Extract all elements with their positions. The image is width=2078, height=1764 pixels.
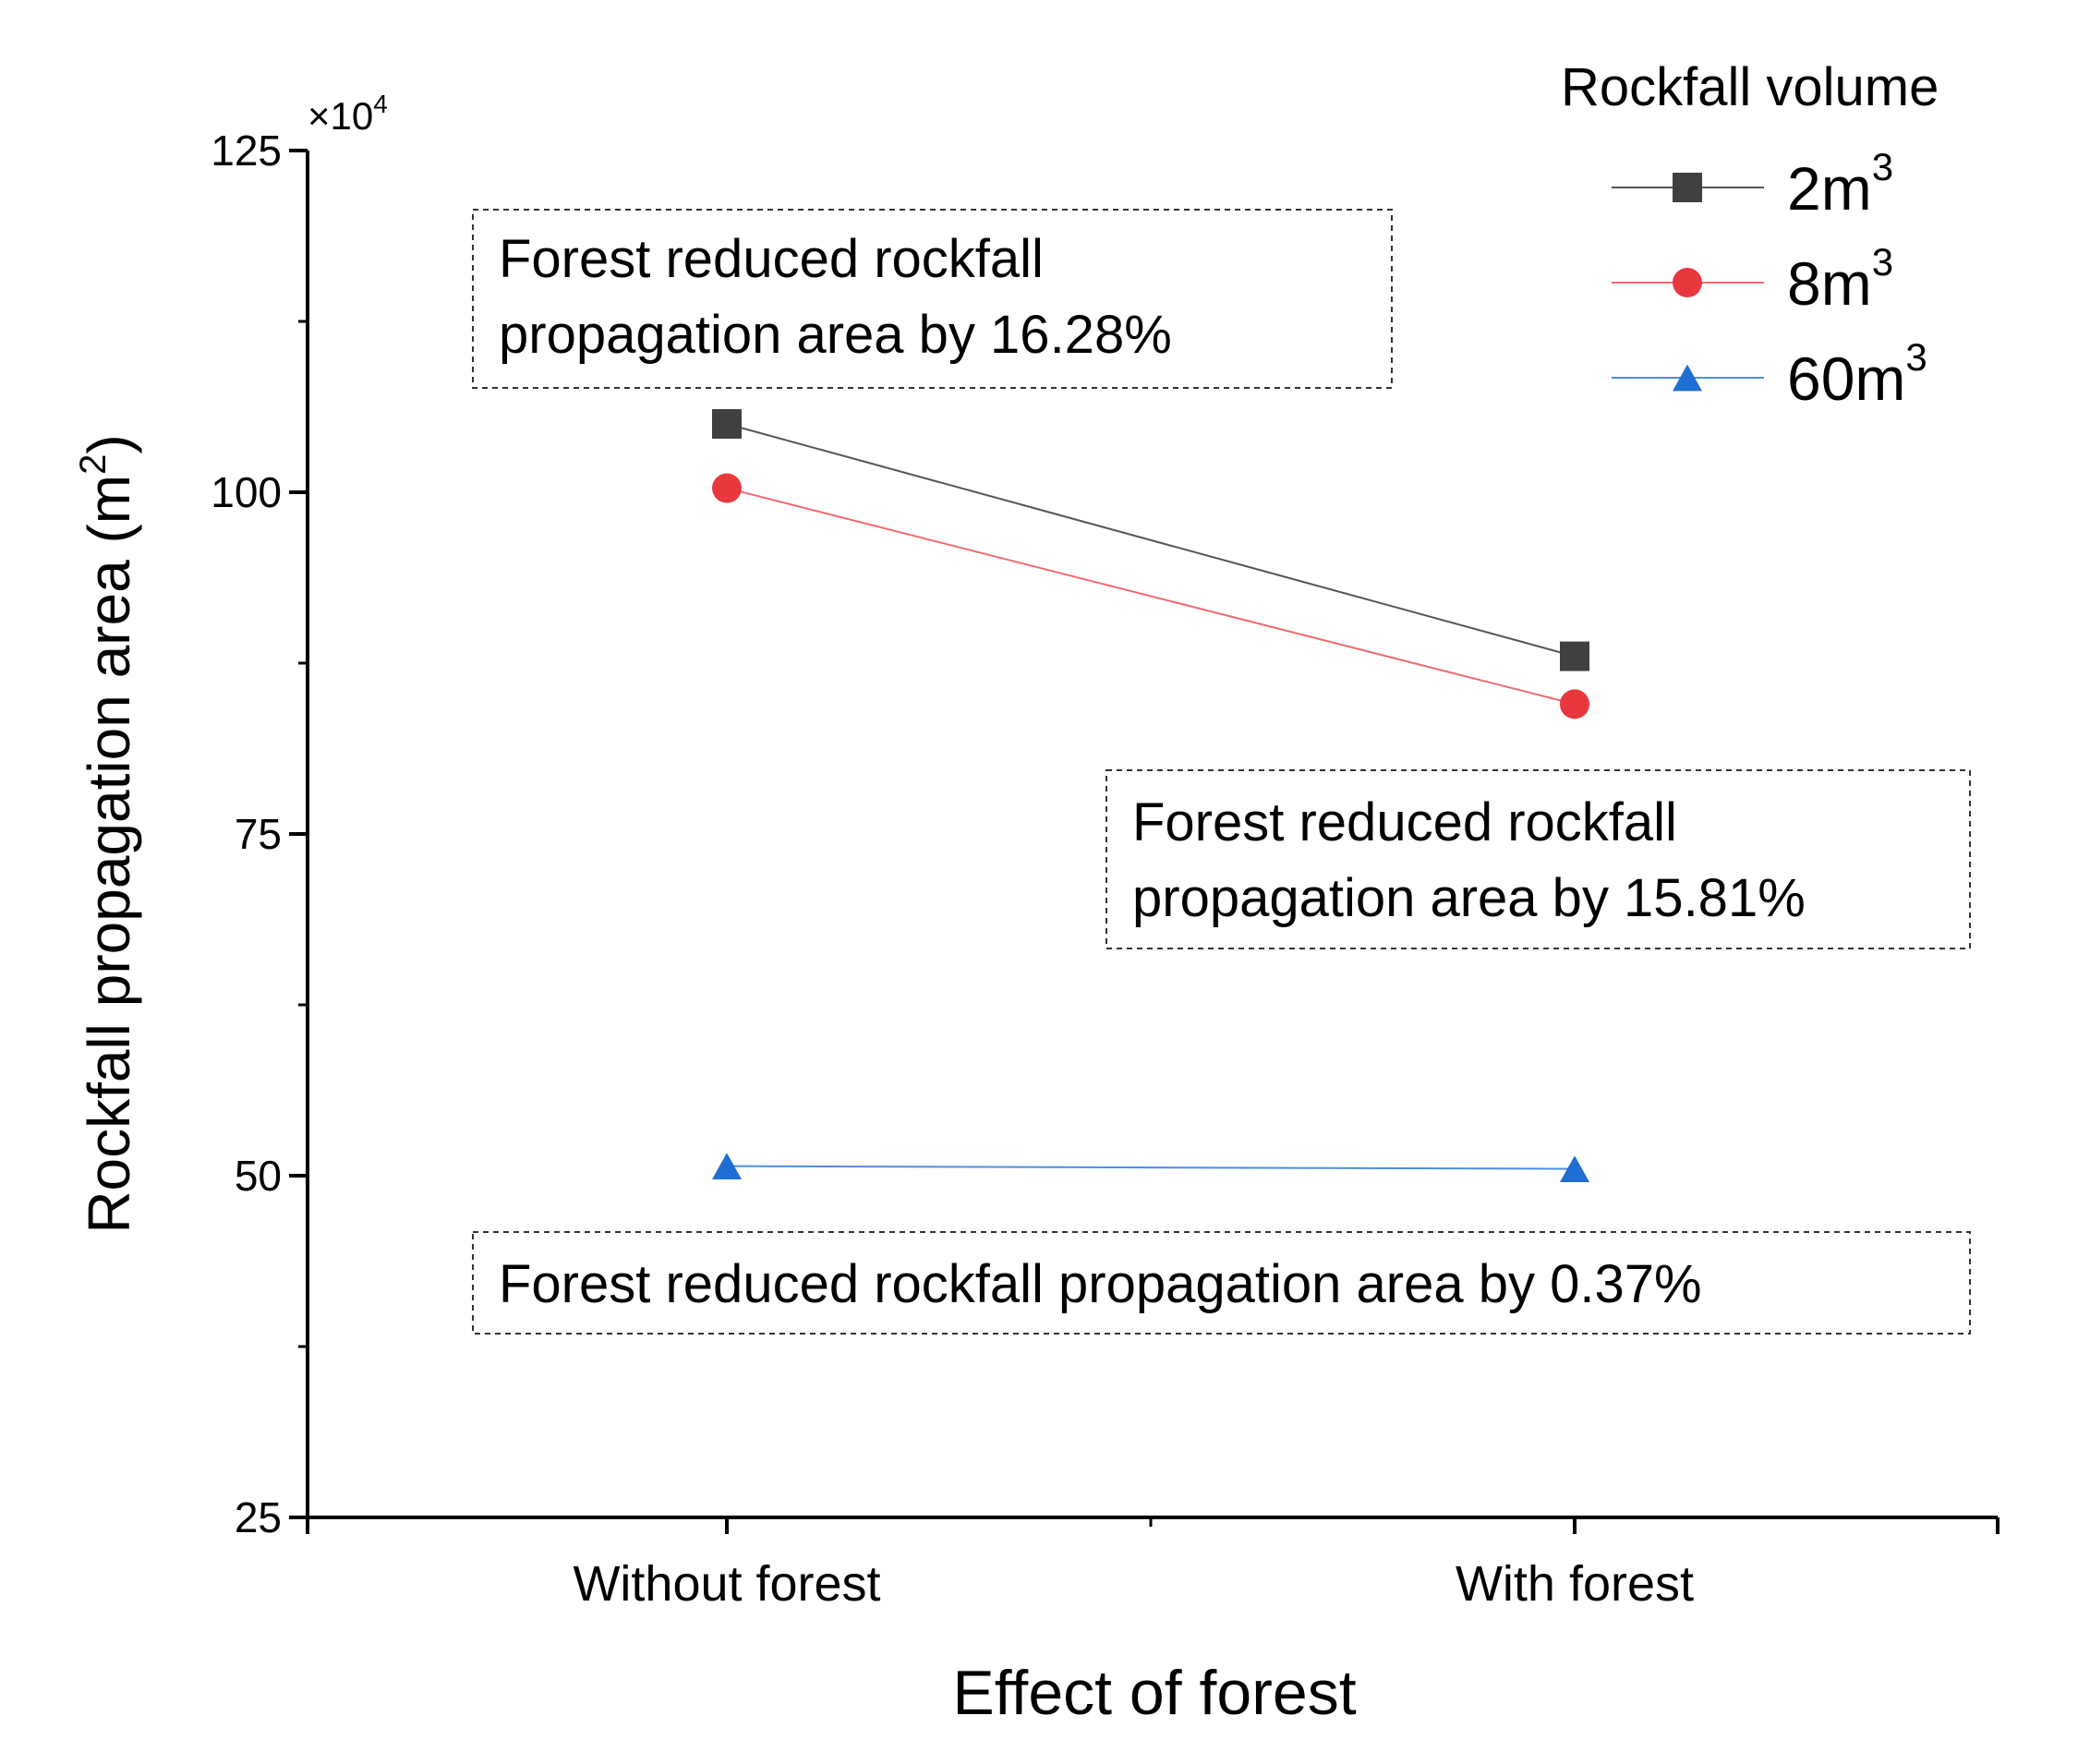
x-tick-label: Without forest (573, 1556, 880, 1612)
annotation-text: propagation area by 16.28% (499, 305, 1172, 365)
y-multiplier: ×104 (308, 90, 388, 138)
marker-circle (1673, 268, 1702, 297)
annotation-box: Forest reduced rockfall propagation area… (472, 1231, 1971, 1335)
annotation-text: Forest reduced rockfall (499, 229, 1044, 289)
legend-label: 2m3 (1787, 145, 1893, 223)
series-60m3 (712, 1153, 1589, 1182)
legend-item: 2m3 (1612, 145, 1893, 223)
series-2m3 (712, 409, 1589, 671)
series-layer (712, 409, 1589, 1182)
x-axis-label: Effect of forest (952, 1658, 1356, 1728)
y-tick-label: 25 (235, 1493, 282, 1541)
series-line (726, 1165, 1576, 1170)
x-tick-label: With forest (1456, 1556, 1694, 1612)
annotation-text: Forest reduced rockfall (1132, 792, 1677, 852)
y-tick-label: 75 (235, 810, 282, 858)
annotation-box: Forest reduced rockfall propagation area … (1105, 769, 1971, 949)
annotation-text: propagation area by 15.81% (1132, 868, 1806, 928)
marker-square (1673, 173, 1702, 202)
annotation-border (472, 1231, 1971, 1335)
marker-square (712, 409, 742, 439)
y-tick-label: 100 (211, 468, 282, 516)
x-ticks: Without forest With forest (306, 1517, 1999, 1612)
legend-item: 60m3 (1612, 335, 1927, 413)
series-line (726, 487, 1576, 706)
y-tick-label: 125 (211, 127, 282, 175)
marker-square (1560, 641, 1589, 671)
series-line (726, 423, 1576, 658)
y-tick-label: 50 (235, 1152, 282, 1200)
annotation-box: Forest reduced rockfall propagation area … (472, 209, 1393, 389)
annotations: Forest reduced rockfall propagation area … (472, 209, 1971, 1335)
marker-circle (712, 473, 742, 503)
legend-label: 60m3 (1787, 335, 1927, 413)
legend-item: 8m3 (1612, 240, 1893, 318)
marker-triangle (1560, 1155, 1589, 1182)
legend-label: 8m3 (1787, 240, 1893, 318)
y-axis-label: Rockfall propagation area (m2) (73, 434, 142, 1233)
marker-triangle (712, 1153, 742, 1180)
annotation-border (1105, 769, 1971, 949)
marker-circle (1560, 689, 1589, 719)
y-ticks: 25 50 75 100 125 (211, 127, 308, 1541)
marker-triangle (1673, 364, 1702, 392)
legend-title: Rockfall volume (1561, 57, 1939, 117)
annotation-text: Forest reduced rockfall propagation area… (499, 1254, 1702, 1314)
series-8m3 (712, 473, 1589, 719)
annotation-border (472, 209, 1393, 389)
legend: Rockfall volume 2m3 8m3 60m3 (1561, 57, 1939, 413)
